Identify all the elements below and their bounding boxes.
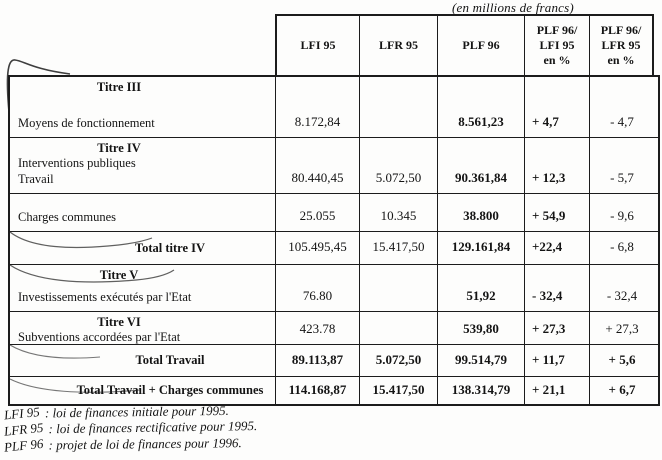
section-title: Titre VI <box>97 315 141 329</box>
header-label: en % <box>543 53 571 67</box>
table-row-titre3-moyens: Titre III Moyens de fonctionnement 8.172… <box>10 77 658 138</box>
cell-pct-lfr: + 5,6 <box>589 345 654 376</box>
units-caption: (en millions de francs) <box>452 0 574 15</box>
cell-lfr95: 15.417,50 <box>359 232 437 264</box>
table-row-charges-communes: Charges communes 25.055 10.345 38.800 + … <box>10 194 658 232</box>
cell-lfr95: 5.072,50 <box>359 345 437 376</box>
cell-pct-lfi: + 21,1 <box>524 377 589 404</box>
footnote-text: : projet de loi de finances pour 1996. <box>48 435 242 453</box>
cell-pct-lfr: - 4,7 <box>589 77 654 137</box>
cell-lfi95: 105.495,45 <box>275 232 359 264</box>
total-row-label: Total Travail + Charges communes <box>76 383 264 397</box>
table-row-total-titre4: Total titre IV 105.495,45 15.417,50 129.… <box>10 232 658 265</box>
cell-lfr95 <box>359 77 437 137</box>
table-body: Titre III Moyens de fonctionnement 8.172… <box>8 75 660 406</box>
cell-plf96: 138.314,79 <box>437 377 524 404</box>
total-row-label: Total Travail <box>135 353 205 367</box>
cell-plf96: 539,80 <box>437 312 524 344</box>
footnote-text: : loi de finances rectificative pour 199… <box>48 418 258 437</box>
row-label-cell: Total Travail <box>10 345 275 376</box>
header-cell-lfi95: LFI 95 <box>275 14 359 75</box>
row-label-cell: Total Travail + Charges communes <box>10 377 275 404</box>
cell-pct-lfi: + 27,3 <box>524 312 589 344</box>
cell-pct-lfi: + 4,7 <box>524 77 589 137</box>
row-label: Subventions accordées par l'Etat <box>18 330 181 344</box>
header-cell-plf96: PLF 96 <box>437 14 524 75</box>
cell-plf96: 38.800 <box>437 194 524 231</box>
row-label-cell: Titre IV Interventions publiques Travail <box>10 138 275 193</box>
cell-pct-lfi: + 11,7 <box>524 345 589 376</box>
cell-plf96: 90.361,84 <box>437 138 524 193</box>
header-label: LFR 95 <box>379 38 418 52</box>
footnote-prefix: PLF 96 <box>3 435 44 455</box>
cell-pct-lfr: - 5,7 <box>589 138 654 193</box>
cell-plf96: 99.514,79 <box>437 345 524 376</box>
cell-lfi95: 25.055 <box>275 194 359 231</box>
header-cell-lfr95: LFR 95 <box>359 14 437 75</box>
cell-lfr95: 10.345 <box>359 194 437 231</box>
table-row-total-travail: Total Travail 89.113,87 5.072,50 99.514,… <box>10 345 658 377</box>
table-row-titre6-subventions: Titre VI Subventions accordées par l'Eta… <box>10 312 658 345</box>
cell-lfi95: 89.113,87 <box>275 345 359 376</box>
header-label: LFR 95 <box>601 38 641 52</box>
cell-lfr95 <box>359 265 437 311</box>
cell-lfi95: 76.80 <box>275 265 359 311</box>
cell-pct-lfi: - 32,4 <box>524 265 589 311</box>
header-label: en % <box>607 53 635 67</box>
row-label: Investissements exécutés par l'Etat <box>18 290 192 304</box>
row-label-cell: Titre V Investissements exécutés par l'E… <box>10 265 275 311</box>
header-label: LFI 95 <box>539 38 575 52</box>
footnote-plf96: PLF 96 : projet de loi de finances pour … <box>3 435 257 455</box>
footnote-text: : loi de finances initiale pour 1995. <box>44 402 229 421</box>
total-row-label: Total titre IV <box>134 240 206 255</box>
cell-pct-lfr: - 9,6 <box>589 194 654 231</box>
row-label-cell: Total titre IV <box>10 232 275 264</box>
cell-pct-lfi: + 12,3 <box>524 138 589 193</box>
table-row-titre5-investissements: Titre V Investissements exécutés par l'E… <box>10 265 658 312</box>
row-label-cell: Charges communes <box>10 194 275 231</box>
row-label-cell: Titre III Moyens de fonctionnement <box>10 77 275 137</box>
table-header-row: LFI 95 LFR 95 PLF 96 PLF 96/ LFI 95 en %… <box>10 14 654 75</box>
cell-pct-lfi: + 54,9 <box>524 194 589 231</box>
cell-plf96: 129.161,84 <box>437 232 524 264</box>
section-title: Titre III <box>96 80 142 94</box>
cell-pct-lfr: - 6,8 <box>589 232 654 264</box>
cell-lfi95: 114.168,87 <box>275 377 359 404</box>
header-cell-plf96-lfi95: PLF 96/ LFI 95 en % <box>524 14 589 75</box>
section-subtitle: Interventions publiques <box>18 156 136 170</box>
cell-pct-lfr: - 32,4 <box>589 265 654 311</box>
table-row-total-travail-charges: Total Travail + Charges communes 114.168… <box>10 377 658 404</box>
cell-lfi95: 8.172,84 <box>275 77 359 137</box>
section-title: Titre IV <box>97 141 141 155</box>
cell-plf96: 51,92 <box>437 265 524 311</box>
footnotes: LFI 95 : loi de finances initiale pour 1… <box>3 402 258 455</box>
header-label: PLF 96 <box>462 38 500 52</box>
cell-pct-lfr: + 27,3 <box>589 312 654 344</box>
header-cell-empty <box>10 14 275 75</box>
cell-lfr95: 5.072,50 <box>359 138 437 193</box>
header-label: LFI 95 <box>300 38 336 52</box>
header-cell-plf96-lfr95: PLF 96/ LFR 95 en % <box>589 14 654 75</box>
cell-lfi95: 80.440,45 <box>275 138 359 193</box>
cell-lfr95 <box>359 312 437 344</box>
header-label: PLF 96/ <box>600 23 642 37</box>
row-label: Charges communes <box>18 210 117 224</box>
table-row-titre4-travail: Titre IV Interventions publiques Travail… <box>10 138 658 194</box>
cell-lfr95: 15.417,50 <box>359 377 437 404</box>
cell-plf96: 8.561,23 <box>437 77 524 137</box>
cell-pct-lfi: +22,4 <box>524 232 589 264</box>
cell-lfi95: 423.78 <box>275 312 359 344</box>
row-label: Moyens de fonctionnement <box>18 116 155 130</box>
header-label: PLF 96/ <box>536 23 578 37</box>
row-label: Travail <box>18 172 54 186</box>
section-title: Titre V <box>99 268 139 282</box>
cell-pct-lfr: + 6,7 <box>589 377 654 404</box>
row-label-cell: Titre VI Subventions accordées par l'Eta… <box>10 312 275 344</box>
